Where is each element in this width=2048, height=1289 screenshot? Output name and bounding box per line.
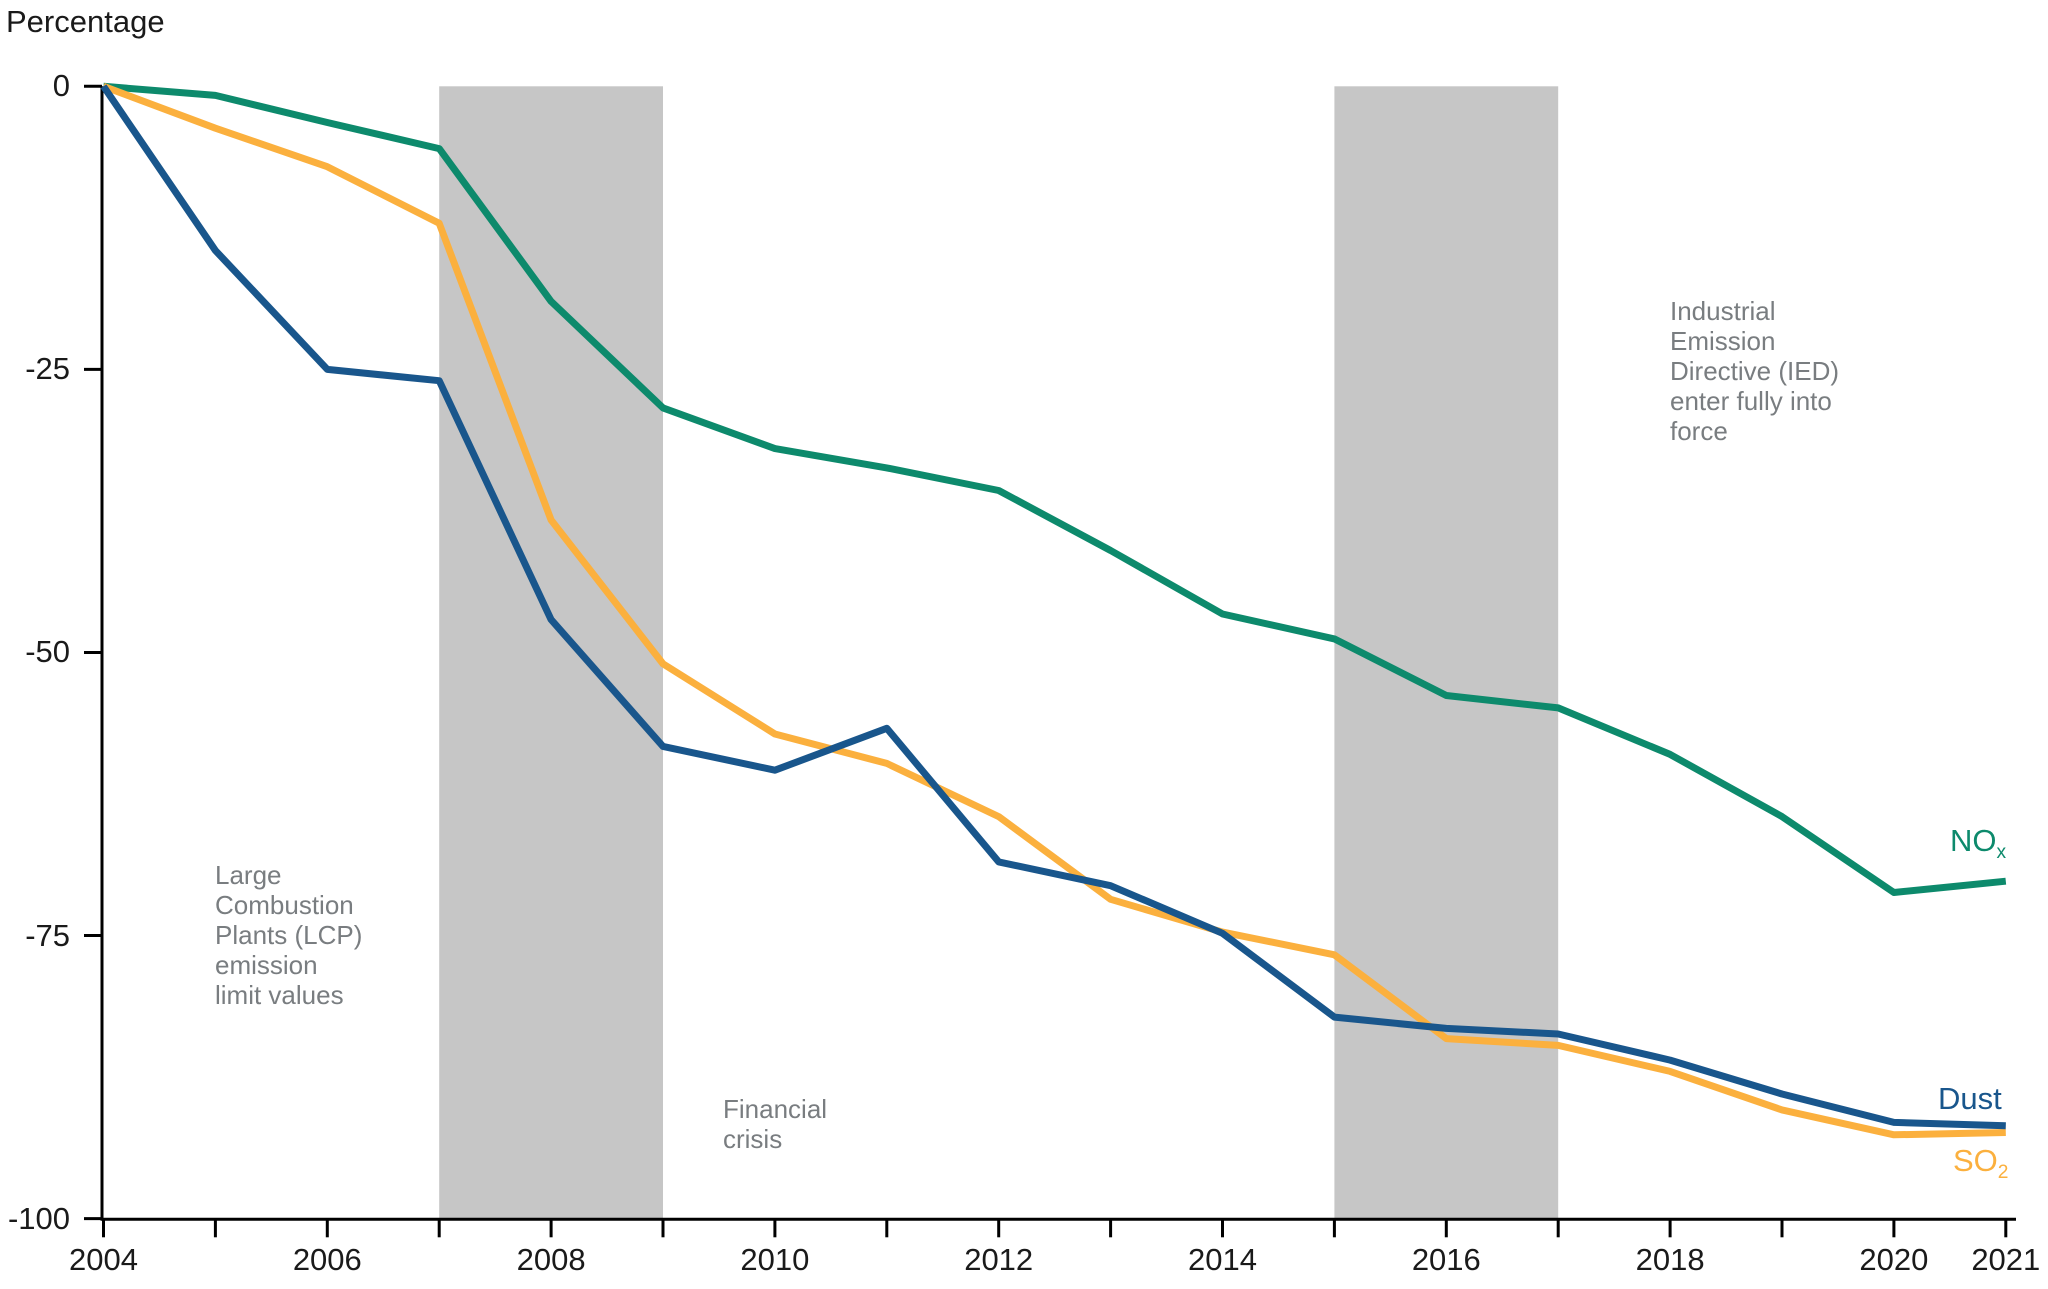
series-label-so2: SO2 [1953,1144,2008,1190]
axes-lines [100,86,2016,1221]
annotation-line: force [1670,416,1728,446]
x-tick-label: 2012 [964,1242,1034,1277]
annotation-line: Large [215,860,282,890]
series-line-so2 [102,83,2006,1139]
x-tick-label: 2006 [292,1242,362,1277]
y-tick-label: 0 [52,68,70,104]
series-line-dust [100,84,2006,1130]
x-tick-label: 2021 [1971,1242,2041,1277]
annotation-line: Combustion [215,890,354,920]
annotation-line: Plants (LCP) [215,920,363,950]
annotation-line: crisis [723,1124,783,1154]
series-label-nox: NOx [1950,824,2006,870]
series-label-nox-main: NO [1950,823,1997,858]
x-tick-label: 2016 [1411,1242,1481,1277]
series-label-so2-sub: 2 [1997,1162,2009,1184]
shaded-band [439,86,663,1220]
x-tick-label: 2010 [740,1242,810,1277]
annotation-line: limit values [215,980,344,1010]
annotation-line: enter fully into [1670,386,1832,416]
x-tick-label: 2020 [1859,1242,1929,1277]
annotation-line: emission [215,950,318,980]
annotation-line: Industrial [1670,296,1776,326]
series-label-dust: Dust [1938,1081,2002,1116]
annotation-line: Financial [723,1094,828,1124]
x-tick-label: 2008 [516,1242,586,1277]
series-label-so2-main: SO [1953,1143,1998,1178]
x-tick-label: 2004 [69,1242,138,1277]
x-tick-label: 2014 [1188,1242,1257,1277]
annotation-lcp: Large Combustion Plants (LCP) emission limit… [215,860,362,1010]
y-tick-label: -75 [25,917,70,953]
series-line-nox [103,82,2007,896]
chart-title: Percentage [6,4,165,39]
y-tick-label: -25 [25,351,70,387]
y-tick-label: -100 [7,1200,70,1236]
y-tick-label: -50 [25,634,70,670]
annotation-financial-crisis: Financial crisis [723,1094,827,1154]
annotation-line: Emission [1670,326,1776,356]
series-label-nox-sub: x [1996,842,2007,864]
annotation-line: Directive (IED) [1670,356,1840,386]
annotation-ied: Industrial Emission Directive (IED) enter f… [1670,296,1839,446]
x-tick-label: 2018 [1635,1242,1705,1277]
